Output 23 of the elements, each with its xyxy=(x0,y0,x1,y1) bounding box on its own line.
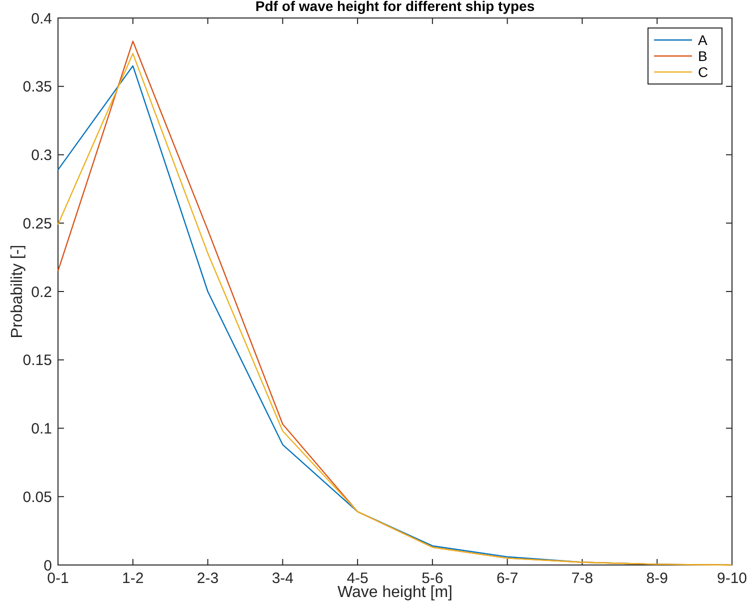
y-tick-label: 0.2 xyxy=(31,284,52,301)
x-axis-title: Wave height [m] xyxy=(337,584,453,601)
x-tick-label: 2-3 xyxy=(196,570,219,587)
x-tick-label: 9-10 xyxy=(716,570,748,587)
y-tick-label: 0.3 xyxy=(31,147,52,164)
y-tick-label: 0.1 xyxy=(31,420,52,438)
y-tick-label: 0.15 xyxy=(22,352,52,370)
y-tick-label: 0.25 xyxy=(22,215,52,232)
y-tick-label: 0.05 xyxy=(22,488,52,506)
x-tick-label: 7-8 xyxy=(571,570,594,587)
legend-label: C xyxy=(698,64,708,80)
legend-label: A xyxy=(698,32,708,48)
y-tick-label: 0.35 xyxy=(22,78,52,96)
x-tick-label: 4-5 xyxy=(346,570,368,587)
x-tick-label: 8-9 xyxy=(646,570,668,587)
chart-title: Pdf of wave height for different ship types xyxy=(255,0,535,14)
legend-label: B xyxy=(698,48,708,64)
x-tick-label: 0-1 xyxy=(47,570,69,587)
y-tick-label: 0.4 xyxy=(31,10,52,28)
x-tick-label: 3-4 xyxy=(272,570,294,587)
x-tick-label: 6-7 xyxy=(496,570,518,587)
x-tick-label: 1-2 xyxy=(122,570,144,587)
y-axis-title: Probability [-] xyxy=(9,244,26,338)
